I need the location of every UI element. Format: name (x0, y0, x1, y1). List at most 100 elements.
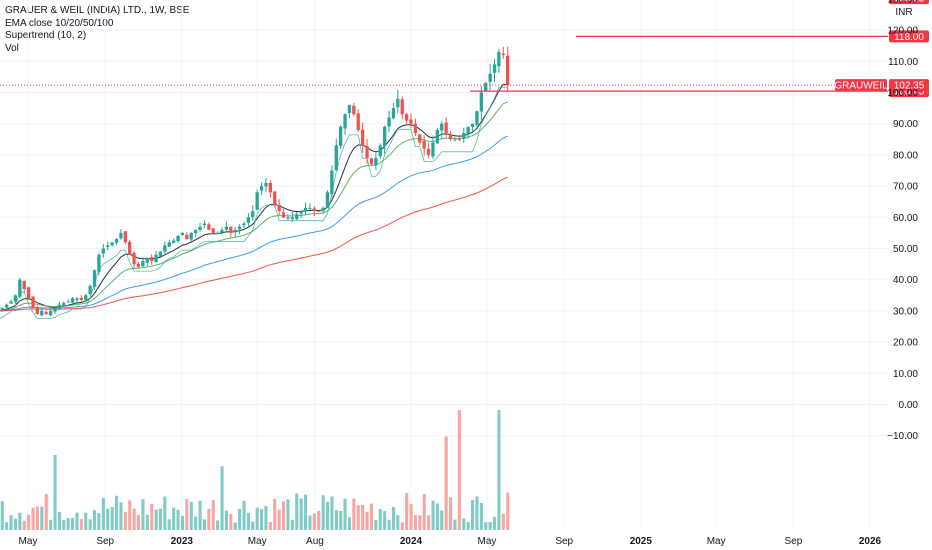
volume-bar (282, 501, 286, 530)
x-tick-label: Sep (784, 536, 802, 547)
ema-10-line (0, 83, 508, 311)
candle-body (136, 263, 141, 268)
x-tick-label: May (19, 536, 38, 547)
y-tick-label: 0.00 (899, 400, 919, 411)
candle-body (374, 158, 378, 166)
legend-vol: Vol (5, 42, 19, 54)
candle-body (422, 140, 426, 149)
candle-body (299, 211, 303, 214)
candle-body (27, 287, 31, 299)
last-price-tag (889, 79, 929, 92)
y-tick-label: 130.00 (887, 0, 918, 5)
volume-bar (242, 500, 246, 530)
candle-body (431, 142, 435, 157)
candle-body (216, 232, 220, 235)
candle-body (444, 122, 448, 133)
candle-body (198, 226, 202, 230)
x-tick-label: 2024 (400, 536, 423, 547)
y-tick-label: 100.00 (887, 88, 918, 99)
volume-bar (176, 509, 180, 530)
time-axis[interactable]: May Sep 2023 May Aug 2024 May Sep 2025 May Sep 2026 (19, 536, 882, 547)
level-tag (889, 30, 929, 43)
candle-body (383, 126, 387, 147)
volume-bar (356, 505, 360, 530)
volume-bar (435, 503, 439, 530)
candle-body (88, 285, 92, 294)
candle-body (101, 248, 105, 254)
candle-body (303, 207, 308, 212)
candle-body (154, 254, 158, 262)
price-axis[interactable]: 150.00140.00130.00120.00110.00100.0090.0… (887, 0, 918, 442)
candle-body (211, 228, 215, 233)
candle-body (400, 99, 404, 115)
x-tick-label: May (478, 536, 497, 547)
volume-bar (115, 495, 119, 530)
volume-bar (119, 502, 123, 530)
candle-body (259, 186, 264, 191)
volume-bar (66, 518, 70, 530)
volume-bar (484, 522, 488, 530)
volume-bar (506, 492, 510, 530)
x-tick-label: Sep (96, 536, 114, 547)
candle-body (92, 270, 97, 287)
volume-bar (330, 496, 334, 530)
volume-bar (158, 508, 162, 530)
volume-bar (229, 514, 233, 530)
volume-bar (457, 410, 461, 530)
y-tick-label: 90.00 (893, 119, 918, 130)
volume-bar (378, 509, 382, 530)
candle-body (57, 304, 61, 309)
candle-body (347, 105, 352, 113)
volume-bar (57, 511, 61, 530)
candle-body (435, 129, 439, 144)
y-tick-label: 50.00 (893, 244, 918, 255)
symbol-tag (835, 79, 887, 92)
grid (0, 0, 888, 530)
candle-body (22, 280, 26, 289)
volume-bar (110, 507, 114, 530)
volume-bar (497, 410, 501, 530)
volume-bar (462, 518, 466, 530)
candle-body (110, 242, 114, 246)
legend-symbol: GRAUER & WEIL (INDIA) LTD., 1W, BSE (5, 5, 190, 16)
volume-bar (150, 504, 154, 530)
volume-bar (326, 501, 330, 530)
volume-bar (154, 509, 158, 530)
volume-bar (422, 494, 426, 530)
y-tick-label: −10.00 (887, 431, 918, 442)
volume-bar (396, 515, 400, 530)
candle-body (79, 297, 83, 300)
x-tick-label: 2025 (630, 536, 653, 547)
candle-body (290, 217, 294, 220)
volume-bar (321, 495, 325, 530)
y-tick-label: 70.00 (893, 182, 918, 193)
candle-body (35, 307, 39, 314)
candle-body (229, 227, 233, 233)
candle-body (391, 108, 396, 119)
volume-bar (35, 506, 39, 530)
x-tick-label: 2023 (171, 536, 194, 547)
candle-body (53, 307, 57, 312)
volume-bar (5, 522, 9, 530)
ema-20-line (0, 101, 508, 312)
candle-body (312, 208, 316, 211)
candle-body (9, 301, 13, 304)
volume-bar (479, 502, 483, 530)
candle-body (145, 257, 149, 263)
y-tick-label: 110.00 (888, 57, 918, 68)
candle-body (413, 123, 417, 134)
y-tick-label: 20.00 (893, 338, 918, 349)
volume-bar (233, 522, 237, 530)
candle-body (404, 114, 409, 121)
volume-bar (352, 498, 356, 530)
candle-body (277, 204, 281, 211)
volume-bar (224, 510, 228, 530)
volume-bar (49, 519, 53, 530)
candle-body (224, 226, 228, 230)
volume-bar (295, 493, 299, 530)
volume-bar (493, 517, 497, 530)
candle-body (484, 83, 488, 92)
volume-bar (211, 499, 215, 530)
